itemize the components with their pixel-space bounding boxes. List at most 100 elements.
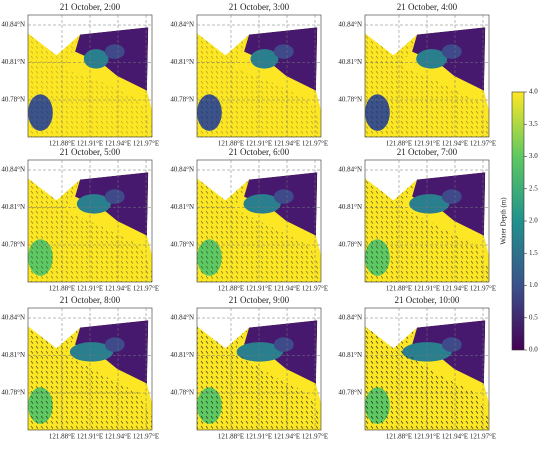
depth-mid <box>83 49 109 69</box>
lat-tick-label: 40.78°N <box>338 241 362 249</box>
depth-mid <box>441 337 462 352</box>
lon-tick-label: 121.88°E <box>49 285 75 293</box>
colorbar-tick-label: 0.0 <box>529 346 538 354</box>
lon-tick-label: 121.97°E <box>133 140 159 148</box>
colorbar-tick-label: 2.5 <box>529 184 538 192</box>
lat-tick-label: 40.78°N <box>1 389 25 397</box>
lat-tick-label: 40.81°N <box>170 58 194 66</box>
lon-tick-label: 121.94°E <box>274 140 300 148</box>
lon-tick-label: 121.91°E <box>246 433 272 441</box>
panel-title: 21 October, 3:00 <box>229 2 290 12</box>
lat-tick-label: 40.81°N <box>338 203 362 211</box>
lat-tick-label: 40.84°N <box>338 314 362 322</box>
lon-tick-label: 121.91°E <box>77 140 103 148</box>
land <box>147 27 152 111</box>
lon-tick-label: 121.97°E <box>133 285 159 293</box>
land <box>316 320 321 404</box>
lon-tick-label: 121.91°E <box>414 140 440 148</box>
lat-tick-label: 40.78°N <box>1 96 25 104</box>
depth-mid <box>243 194 281 214</box>
depth-mid <box>236 342 284 362</box>
lon-tick-label: 121.88°E <box>49 433 75 441</box>
lon-tick-label: 121.97°E <box>470 285 496 293</box>
lat-tick-label: 40.81°N <box>338 58 362 66</box>
lon-tick-label: 121.94°E <box>442 285 468 293</box>
lon-tick-label: 121.94°E <box>105 433 131 441</box>
depth-deep <box>244 27 318 91</box>
colorbar-tick-label: 3.0 <box>529 152 538 160</box>
land <box>147 320 152 404</box>
lat-tick-label: 40.81°N <box>1 351 25 359</box>
lon-tick-label: 121.88°E <box>386 140 412 148</box>
colorbar-tick-label: 0.5 <box>529 313 538 321</box>
depth-mid <box>273 44 294 59</box>
lat-tick-label: 40.78°N <box>1 241 25 249</box>
lon-tick-label: 121.91°E <box>414 433 440 441</box>
depth-mid <box>273 189 294 204</box>
lat-tick-label: 40.84°N <box>170 166 194 174</box>
colorbar <box>511 91 525 351</box>
lon-tick-label: 121.97°E <box>470 433 496 441</box>
panel-title: 21 October, 9:00 <box>229 295 290 305</box>
lat-tick-label: 40.81°N <box>1 203 25 211</box>
lon-tick-label: 121.88°E <box>218 433 244 441</box>
lon-tick-label: 121.88°E <box>386 433 412 441</box>
depth-mid <box>104 189 125 204</box>
lon-tick-label: 121.97°E <box>302 285 328 293</box>
panel-title: 21 October, 8:00 <box>60 295 121 305</box>
lat-tick-label: 40.84°N <box>338 21 362 29</box>
lat-tick-label: 40.84°N <box>1 166 25 174</box>
lon-tick-label: 121.91°E <box>77 433 103 441</box>
land <box>484 172 489 256</box>
depth-mid <box>441 189 462 204</box>
lat-tick-label: 40.81°N <box>170 351 194 359</box>
lat-tick-label: 40.84°N <box>1 314 25 322</box>
lon-tick-label: 121.97°E <box>470 140 496 148</box>
depth-mid <box>409 194 450 214</box>
lat-tick-label: 40.81°N <box>170 203 194 211</box>
colorbar-tick-label: 1.5 <box>529 249 538 257</box>
lat-tick-label: 40.81°N <box>338 351 362 359</box>
lon-tick-label: 121.91°E <box>246 285 272 293</box>
depth-mid <box>69 342 114 362</box>
depth-deep <box>75 27 149 91</box>
panel-title: 21 October, 7:00 <box>397 147 458 157</box>
lat-tick-label: 40.84°N <box>170 314 194 322</box>
lon-tick-label: 121.88°E <box>386 285 412 293</box>
land <box>147 172 152 256</box>
depth-mid <box>250 49 279 69</box>
land <box>316 172 321 256</box>
depth-mid <box>76 194 111 214</box>
panel-title: 21 October, 5:00 <box>60 147 121 157</box>
lon-tick-label: 121.94°E <box>274 433 300 441</box>
land <box>484 320 489 404</box>
lon-tick-label: 121.94°E <box>442 140 468 148</box>
depth-deep <box>412 27 486 91</box>
lat-tick-label: 40.78°N <box>170 389 194 397</box>
depth-mid <box>416 49 448 69</box>
lat-tick-label: 40.78°N <box>338 389 362 397</box>
depth-mid <box>441 44 462 59</box>
lon-tick-label: 121.91°E <box>77 285 103 293</box>
lon-tick-label: 121.94°E <box>105 285 131 293</box>
lon-tick-label: 121.97°E <box>302 140 328 148</box>
lat-tick-label: 40.84°N <box>1 21 25 29</box>
lat-tick-label: 40.78°N <box>170 241 194 249</box>
colorbar-tick-label: 4.0 <box>529 88 538 96</box>
panel-title: 21 October, 2:00 <box>60 2 121 12</box>
colorbar-tick-label: 1.0 <box>529 281 538 289</box>
lat-tick-label: 40.78°N <box>170 96 194 104</box>
depth-mid <box>104 44 125 59</box>
lon-tick-label: 121.88°E <box>49 140 75 148</box>
lon-tick-label: 121.91°E <box>414 285 440 293</box>
depth-deep <box>244 172 318 236</box>
depth-mid <box>402 342 452 362</box>
lat-tick-label: 40.84°N <box>170 21 194 29</box>
lat-tick-label: 40.81°N <box>1 58 25 66</box>
lon-tick-label: 121.94°E <box>274 285 300 293</box>
panel-title: 21 October, 10:00 <box>395 295 460 305</box>
lat-tick-label: 40.84°N <box>338 166 362 174</box>
colorbar-tick-label: 2.0 <box>529 217 538 225</box>
land <box>484 27 489 111</box>
